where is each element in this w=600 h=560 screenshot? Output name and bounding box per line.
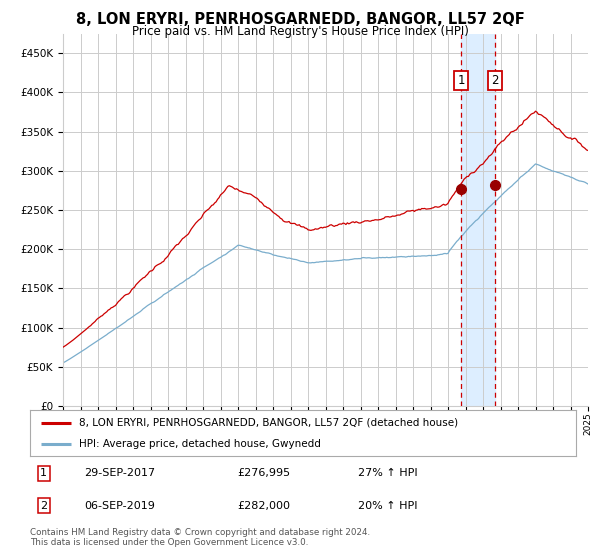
- Text: HPI: Average price, detached house, Gwynedd: HPI: Average price, detached house, Gwyn…: [79, 438, 321, 449]
- Text: 06-SEP-2019: 06-SEP-2019: [85, 501, 155, 511]
- Bar: [461, 34, 495, 406]
- Text: £276,995: £276,995: [238, 468, 290, 478]
- Text: 29-SEP-2017: 29-SEP-2017: [85, 468, 156, 478]
- Text: 8, LON ERYRI, PENRHOSGARNEDD, BANGOR, LL57 2QF (detached house): 8, LON ERYRI, PENRHOSGARNEDD, BANGOR, LL…: [79, 418, 458, 428]
- Text: 1: 1: [40, 468, 47, 478]
- Text: £282,000: £282,000: [238, 501, 290, 511]
- Text: 1: 1: [457, 74, 465, 87]
- Text: 8, LON ERYRI, PENRHOSGARNEDD, BANGOR, LL57 2QF: 8, LON ERYRI, PENRHOSGARNEDD, BANGOR, LL…: [76, 12, 524, 27]
- Text: 20% ↑ HPI: 20% ↑ HPI: [358, 501, 417, 511]
- Text: 27% ↑ HPI: 27% ↑ HPI: [358, 468, 417, 478]
- Text: Contains HM Land Registry data © Crown copyright and database right 2024.
This d: Contains HM Land Registry data © Crown c…: [30, 528, 370, 547]
- Text: 2: 2: [40, 501, 47, 511]
- Text: Price paid vs. HM Land Registry's House Price Index (HPI): Price paid vs. HM Land Registry's House …: [131, 25, 469, 38]
- Text: 2: 2: [491, 74, 499, 87]
